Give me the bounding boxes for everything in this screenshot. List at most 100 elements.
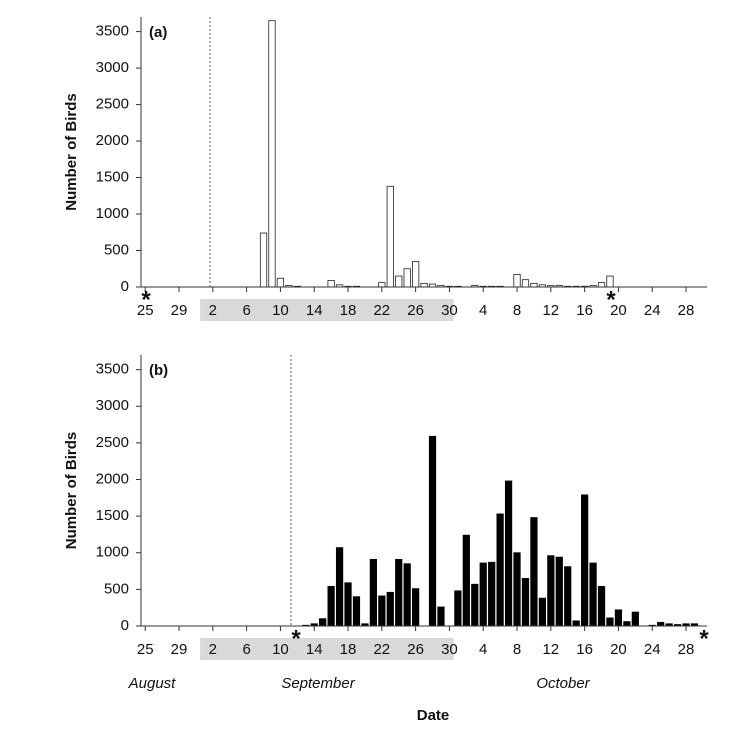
bar: [395, 558, 403, 627]
x-tick-label: 18: [340, 302, 357, 319]
x-tick-label: 2: [209, 302, 217, 319]
bar: [386, 591, 394, 627]
bar: [412, 261, 420, 288]
bar: [606, 617, 614, 627]
month-label: October: [536, 675, 590, 692]
y-tick-label: 0: [121, 278, 129, 295]
x-tick-label: 29: [171, 641, 188, 658]
x-tick-label: 30: [441, 302, 458, 319]
x-tick-label: 25: [137, 302, 154, 319]
x-tick-label: 12: [542, 302, 559, 319]
bar: [344, 582, 352, 627]
x-tick-label: 20: [610, 302, 627, 319]
x-tick-label: 2: [209, 641, 217, 658]
bar: [259, 232, 268, 288]
x-tick-label: 14: [306, 302, 323, 319]
survey-marker: *: [291, 625, 301, 652]
y-tick-label: 2500: [96, 96, 129, 113]
x-tick-label: 29: [171, 302, 188, 319]
y-tick-label: 500: [104, 241, 129, 258]
bar: [403, 563, 411, 627]
bar: [327, 280, 335, 288]
x-tick-label: 4: [479, 641, 487, 658]
y-tick-label: 500: [104, 580, 129, 597]
bar: [369, 558, 377, 627]
x-tick-label: 4: [479, 302, 487, 319]
x-tick-label: 6: [242, 641, 250, 658]
bar: [327, 586, 335, 627]
y-tick-label: 1000: [96, 205, 129, 222]
bar: [428, 435, 437, 627]
x-tick-label: 22: [373, 641, 390, 658]
bar: [631, 611, 639, 627]
y-tick-label: 3500: [96, 23, 129, 40]
survey-marker: *: [699, 625, 709, 652]
bar: [479, 562, 487, 627]
bar: [547, 555, 555, 627]
x-tick-label: 20: [610, 641, 627, 658]
x-tick-label: 16: [576, 641, 593, 658]
y-tick-label: 0: [121, 617, 129, 634]
bar: [597, 282, 606, 288]
bar: [581, 494, 589, 627]
bar: [319, 618, 327, 627]
y-tick-label: 1500: [96, 169, 129, 186]
bar: [378, 595, 386, 627]
bar: [521, 279, 530, 288]
bar: [606, 275, 614, 288]
bar: [555, 556, 563, 627]
panel-label: (a): [149, 24, 167, 41]
bar: [471, 583, 479, 627]
bar: [623, 621, 631, 627]
bar: [335, 547, 344, 627]
y-tick-label: 1000: [96, 544, 129, 561]
x-axis-label: Date: [417, 707, 450, 724]
bar: [614, 609, 623, 627]
x-tick-label: 24: [644, 641, 661, 658]
y-tick-label: 3500: [96, 361, 129, 378]
y-tick-label: 1500: [96, 507, 129, 524]
x-tick-label: 28: [678, 641, 695, 658]
y-tick-label: 2500: [96, 434, 129, 451]
bar: [378, 282, 386, 288]
x-tick-label: 22: [373, 302, 390, 319]
survey-marker: *: [141, 286, 151, 313]
x-tick-label: 10: [272, 641, 289, 658]
bar: [488, 561, 496, 627]
y-tick-label: 3000: [96, 397, 129, 414]
bar: [572, 620, 580, 627]
bar: [589, 562, 597, 627]
y-axis-label: Number of Birds: [63, 93, 80, 211]
bar: [597, 586, 606, 627]
x-tick-label: 6: [242, 302, 250, 319]
bar: [538, 597, 546, 627]
bar: [462, 534, 470, 627]
month-label: September: [281, 675, 355, 692]
x-tick-label: 18: [340, 641, 357, 658]
y-tick-label: 2000: [96, 470, 129, 487]
x-tick-label: 28: [678, 302, 695, 319]
bar: [530, 517, 538, 627]
bar: [521, 577, 530, 627]
bar: [352, 596, 361, 627]
bar: [496, 513, 504, 627]
bar: [513, 552, 521, 627]
bar: [395, 275, 403, 288]
panel-label: (b): [149, 362, 168, 379]
x-tick-label: 8: [513, 641, 521, 658]
bar: [564, 566, 572, 627]
bar: [513, 274, 521, 288]
x-tick-label: 24: [644, 302, 661, 319]
y-tick-label: 3000: [96, 59, 129, 76]
y-axis-label: Number of Birds: [63, 432, 80, 550]
month-label: August: [128, 675, 177, 692]
x-tick-label: 30: [441, 641, 458, 658]
bar: [454, 590, 462, 627]
survey-marker: *: [606, 286, 616, 313]
bar: [420, 282, 428, 288]
x-tick-label: 10: [272, 302, 289, 319]
x-tick-label: 12: [542, 641, 559, 658]
bar: [437, 606, 445, 627]
bar: [386, 185, 394, 288]
